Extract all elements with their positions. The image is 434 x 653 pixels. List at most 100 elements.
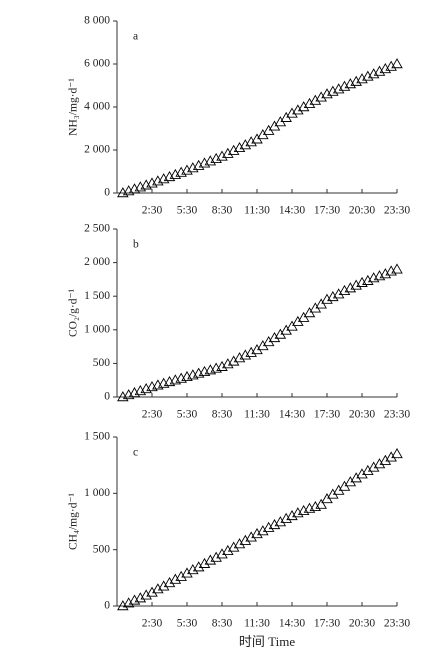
data-point [321, 88, 333, 99]
y-tick-label: 500 [93, 543, 111, 555]
data-point [187, 564, 199, 575]
x-tick-label: 5:30 [177, 618, 198, 630]
data-point [245, 531, 257, 542]
y-tick-label: 0 [104, 187, 110, 199]
data-point [315, 91, 327, 102]
data-point [233, 352, 246, 363]
data-point [233, 141, 246, 153]
data-point [367, 461, 380, 472]
x-tick-label: 17:30 [314, 205, 340, 217]
data-point [122, 597, 135, 608]
data-point [274, 516, 287, 527]
x-tick-label: 11:30 [244, 618, 270, 630]
y-axis-title: CH₄/mg·d⁻¹ [68, 492, 80, 550]
data-point [210, 152, 222, 164]
data-point [356, 73, 368, 84]
data-point [362, 274, 374, 285]
data-point [117, 600, 129, 611]
data-point [385, 451, 397, 462]
data-point [332, 288, 345, 299]
data-point [239, 349, 252, 360]
data-point [140, 589, 152, 600]
x-tick-label: 14:30 [279, 409, 305, 421]
data-point [362, 464, 374, 475]
data-point [321, 293, 333, 304]
data-point [192, 561, 205, 572]
y-tick-label: 1 500 [84, 431, 110, 443]
y-tick-label: 500 [93, 357, 111, 369]
data-point [391, 447, 403, 459]
data-point [309, 94, 322, 105]
data-point [350, 279, 362, 290]
y-tick-label: 2 500 [84, 223, 110, 235]
data-point [332, 83, 345, 94]
y-tick-label: 2 000 [84, 144, 110, 156]
data-point [315, 498, 327, 509]
panel-label: c [133, 447, 138, 459]
data-point [227, 355, 240, 366]
x-tick-label: 5:30 [177, 205, 198, 217]
x-tick-label: 2:30 [142, 409, 163, 421]
y-axis-title: CO₂/g·d⁻¹ [68, 288, 80, 337]
x-tick-label: 14:30 [279, 205, 305, 217]
data-point [327, 290, 339, 302]
x-tick-label: 11:30 [244, 205, 270, 217]
data-point [344, 282, 357, 293]
data-point [146, 586, 158, 597]
data-point [367, 68, 380, 79]
data-point [338, 80, 351, 91]
data-point [292, 104, 304, 115]
data-point [245, 136, 257, 147]
data-point [134, 592, 147, 603]
y-tick-label: 6 000 [84, 58, 110, 70]
x-tick-label: 2:30 [142, 618, 163, 630]
x-tick-label: 8:30 [212, 618, 233, 630]
x-tick-label: 23:30 [384, 618, 410, 630]
data-point [268, 331, 281, 343]
data-point [163, 576, 176, 588]
x-tick-label: 11:30 [244, 409, 270, 421]
data-point [297, 101, 310, 112]
x-tick-label: 20:30 [349, 205, 375, 217]
data-point [239, 534, 252, 545]
data-point [303, 97, 316, 108]
x-tick-label: 20:30 [349, 409, 375, 421]
y-tick-label: 1 000 [84, 487, 110, 499]
data-point [198, 557, 211, 568]
data-point [280, 512, 292, 523]
data-point [175, 570, 187, 581]
data-point [216, 360, 228, 371]
data-point [192, 159, 205, 170]
data-point [268, 518, 281, 530]
panel-label: a [133, 31, 138, 43]
data-point [204, 554, 217, 565]
data-point [181, 567, 193, 578]
data-point [245, 346, 257, 357]
data-point [350, 75, 362, 86]
y-tick-label: 1 000 [84, 323, 110, 335]
x-tick-label: 23:30 [384, 409, 410, 421]
data-point [356, 468, 368, 479]
data-point [379, 454, 392, 465]
data-point [233, 538, 246, 549]
data-point [152, 583, 164, 594]
data-point [222, 147, 234, 158]
data-point [379, 268, 392, 279]
y-tick-label: 1 500 [84, 290, 110, 302]
y-tick-label: 2 000 [84, 256, 110, 268]
x-tick-label: 8:30 [212, 409, 233, 421]
x-tick-label: 20:30 [349, 618, 375, 630]
y-tick-label: 0 [104, 391, 110, 403]
data-point [391, 263, 403, 274]
data-point [262, 521, 275, 532]
data-point [222, 358, 234, 369]
panel-label: b [133, 239, 139, 251]
data-point [157, 580, 170, 591]
data-point [257, 525, 269, 536]
x-tick-label: 23:30 [384, 205, 410, 217]
data-point [373, 458, 386, 469]
data-point [239, 139, 252, 150]
data-point [373, 65, 386, 76]
y-axis-title: NH₃/mg·d⁻¹ [68, 78, 80, 136]
